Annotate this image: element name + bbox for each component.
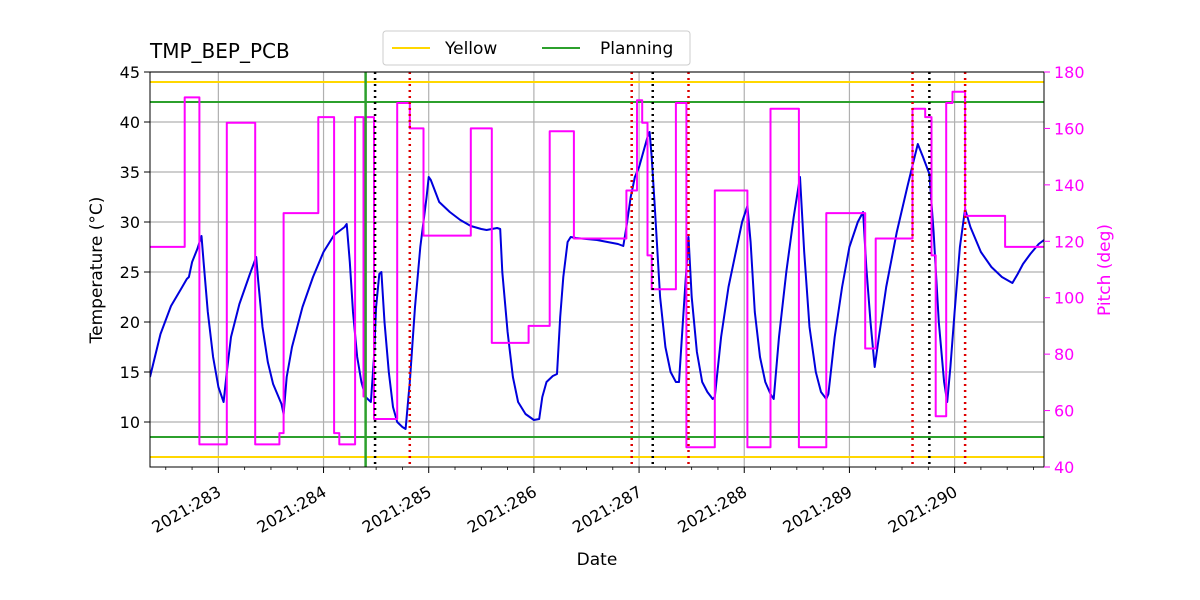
legend: Yellow Planning — [382, 30, 691, 66]
y2-tick-label: 120 — [1054, 232, 1085, 251]
y-tick-label: 35 — [120, 163, 140, 182]
y-tick-label: 10 — [120, 413, 140, 432]
y2-tick-label: 40 — [1054, 458, 1074, 477]
y2-tick-label: 100 — [1054, 289, 1085, 308]
y2-tick-label: 60 — [1054, 402, 1074, 421]
y-axis-left: 10 15 20 25 30 35 40 45 — [120, 63, 150, 432]
y2-tick-label: 180 — [1054, 63, 1085, 82]
limit-lines — [150, 81, 1044, 458]
y-tick-label: 20 — [120, 313, 140, 332]
y2-tick-label: 160 — [1054, 119, 1085, 138]
series — [150, 90, 1044, 449]
y2-axis-label: Pitch (deg) — [1095, 224, 1115, 316]
x-axis-label: Date — [577, 550, 618, 570]
y-tick-label: 30 — [120, 213, 140, 232]
y2-tick-label: 80 — [1054, 345, 1074, 364]
legend-box — [382, 30, 691, 66]
y-tick-label: 40 — [120, 113, 140, 132]
y2-tick-label: 140 — [1054, 176, 1085, 195]
pitch-series-line — [150, 90, 1044, 449]
legend-label-yellow: Yellow — [444, 39, 497, 59]
y-axis-label: Temperature (°C) — [87, 197, 107, 345]
plot-area — [150, 72, 1044, 467]
event-lines — [364, 72, 967, 467]
plot-frame — [149, 71, 1045, 468]
y-tick-label: 25 — [120, 263, 140, 282]
chart-title: TMP_BEP_PCB — [149, 39, 290, 63]
y-tick-label: 15 — [120, 363, 140, 382]
legend-label-planning: Planning — [600, 39, 673, 59]
y-axis-right: 40 60 80 100 120 140 160 180 — [1044, 63, 1085, 477]
y-tick-label: 45 — [120, 63, 140, 82]
